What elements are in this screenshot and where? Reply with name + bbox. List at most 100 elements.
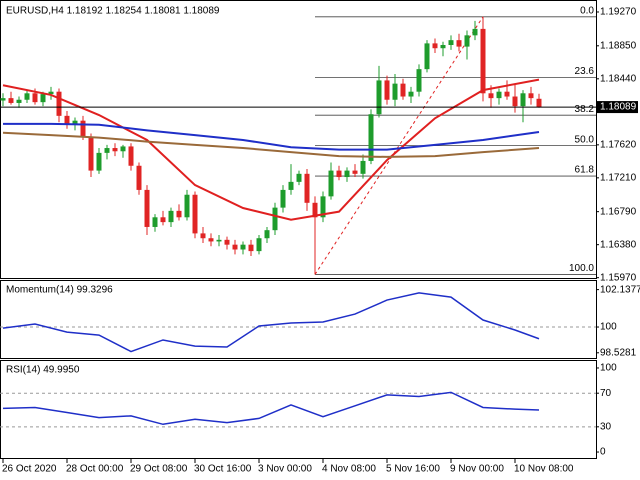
candle-body <box>40 94 46 103</box>
candle-body <box>368 114 374 161</box>
candle-body <box>272 207 278 231</box>
y-tick-label: 100 <box>600 322 617 333</box>
candle-body <box>536 98 542 108</box>
candle-body <box>8 98 14 103</box>
candle-body <box>56 91 62 116</box>
candle-body <box>120 146 126 152</box>
y-tick-label: 100 <box>600 363 617 374</box>
y-tick-label: 1.16380 <box>600 239 637 250</box>
candle-body <box>48 91 54 95</box>
rsi-frame <box>0 360 597 459</box>
candle-body <box>464 35 470 47</box>
indicator-line <box>2 391 540 426</box>
candle-body <box>32 93 38 103</box>
fib-label: 38.2 <box>575 104 595 115</box>
candle-body <box>64 115 70 124</box>
candle-body <box>264 230 270 239</box>
candle-body <box>288 181 294 190</box>
candle-body <box>240 244 246 250</box>
candle-body <box>496 91 502 99</box>
candle-body <box>184 194 190 218</box>
candle-body <box>424 43 430 70</box>
moving-average <box>2 78 540 221</box>
x-tick-label: 5 Nov 16:00 <box>386 464 440 475</box>
candle-body <box>128 146 134 166</box>
candle-body <box>232 244 238 250</box>
candle-body <box>296 173 302 182</box>
candle-body <box>144 189 150 227</box>
candle-body <box>88 136 94 171</box>
fib-label: 23.6 <box>575 66 595 77</box>
last-price-label: 1.18089 <box>600 102 637 113</box>
x-tick-label: 26 Oct 2020 <box>2 464 57 475</box>
fib-label: 50.0 <box>575 134 595 145</box>
y-tick-label: 1.18440 <box>600 73 637 84</box>
y-tick-label: 1.19270 <box>600 7 637 18</box>
candle-body <box>312 202 318 218</box>
candle-body <box>376 80 382 115</box>
candle-body <box>520 93 526 107</box>
candle-body <box>528 93 534 99</box>
candle-body <box>96 152 102 171</box>
x-tick-label: 4 Nov 08:00 <box>322 464 376 475</box>
y-tick-label: 70 <box>600 388 612 399</box>
candle-body <box>304 173 310 203</box>
candle-body <box>0 98 6 101</box>
candle-body <box>248 244 254 252</box>
y-tick-label: 1.17210 <box>600 172 637 183</box>
candle-body <box>80 120 86 137</box>
candle-body <box>112 148 118 152</box>
candle-body <box>472 28 478 36</box>
candle-body <box>480 28 486 94</box>
candle-body <box>512 96 518 107</box>
candle-body <box>136 165 142 190</box>
candle-body <box>488 93 494 99</box>
candle-body <box>72 120 78 124</box>
candle-body <box>216 239 222 242</box>
candle-body <box>160 217 166 223</box>
y-tick-label: 1.15970 <box>600 272 637 283</box>
candle-body <box>328 170 334 197</box>
x-tick-label: 3 Nov 00:00 <box>258 464 312 475</box>
fib-label: 0.0 <box>580 5 594 16</box>
y-tick-label: 1.17620 <box>600 139 637 150</box>
candle-body <box>176 210 182 218</box>
panel-title: Momentum(14) 99.3296 <box>6 285 113 296</box>
candle-body <box>440 44 446 49</box>
fib-label: 100.0 <box>569 263 594 274</box>
x-tick-label: 29 Oct 08:00 <box>130 464 188 475</box>
x-tick-label: 9 Nov 00:00 <box>450 464 504 475</box>
y-tick-label: 102.1377 <box>600 284 640 295</box>
y-tick-label: 0 <box>600 447 606 458</box>
candle-body <box>456 40 462 47</box>
momentum-frame <box>0 280 597 359</box>
candle-body <box>192 194 198 234</box>
candle-body <box>360 160 366 174</box>
y-tick-label: 98.5281 <box>600 347 637 358</box>
panel-title: EURUSD,H4 1.18192 1.18254 1.18081 1.1808… <box>6 6 220 17</box>
candle-body <box>336 170 342 178</box>
candle-body <box>400 83 406 97</box>
fib-label: 61.8 <box>575 165 595 176</box>
candle-body <box>104 148 110 153</box>
candle-body <box>24 93 30 100</box>
candle-body <box>504 91 510 97</box>
candle-body <box>416 69 422 92</box>
candle-body <box>352 170 358 174</box>
moving-average <box>2 131 540 158</box>
candle-body <box>392 83 398 100</box>
candle-body <box>408 91 414 97</box>
main-frame <box>0 0 597 279</box>
y-tick-label: 1.16790 <box>600 206 637 217</box>
x-tick-label: 28 Oct 00:00 <box>66 464 124 475</box>
candle-body <box>224 239 230 245</box>
candle-body <box>208 238 214 242</box>
panel-title: RSI(14) 49.9950 <box>6 365 80 376</box>
last-price-box <box>596 101 638 114</box>
candle-body <box>432 43 438 49</box>
candle-body <box>256 238 262 252</box>
candle-body <box>320 196 326 218</box>
candle-body <box>344 170 350 178</box>
